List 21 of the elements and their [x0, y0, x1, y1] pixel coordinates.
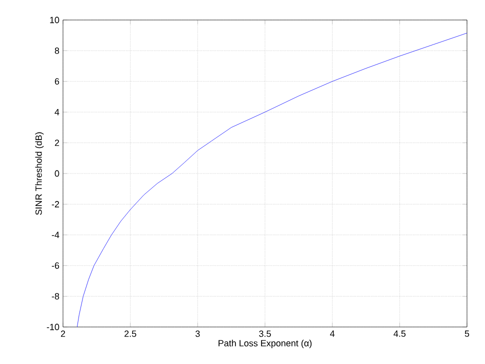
y-tick-label: 2 — [54, 140, 60, 146]
y-tick-label: 10 — [50, 16, 60, 24]
x-tick-label: 3.5 — [259, 330, 271, 337]
x-tick-label: 2 — [60, 330, 66, 337]
x-axis-title: Path Loss Exponent (α) — [218, 340, 312, 348]
y-tick-label: 8 — [54, 48, 60, 54]
y-tick-label: -2 — [52, 201, 60, 208]
y-tick-label: 6 — [54, 78, 60, 85]
y-axis-title: SINR Threshold (dB) — [35, 132, 44, 215]
y-tick-label: -10 — [46, 324, 60, 330]
x-tick-label: 2.5 — [124, 330, 136, 337]
x-tick-label: 5 — [464, 330, 470, 337]
y-tick-label: 0 — [54, 170, 60, 177]
y-tick-label: 4 — [54, 108, 60, 116]
y-tick-label: -4 — [52, 232, 60, 238]
y-tick-label: -6 — [52, 262, 60, 269]
x-tick-label: 4 — [330, 330, 335, 337]
x-tick-label: 3 — [196, 330, 200, 337]
x-tick-label: 4.5 — [394, 330, 406, 337]
line-series — [76, 32, 467, 327]
y-tick-label: -8 — [52, 293, 60, 300]
